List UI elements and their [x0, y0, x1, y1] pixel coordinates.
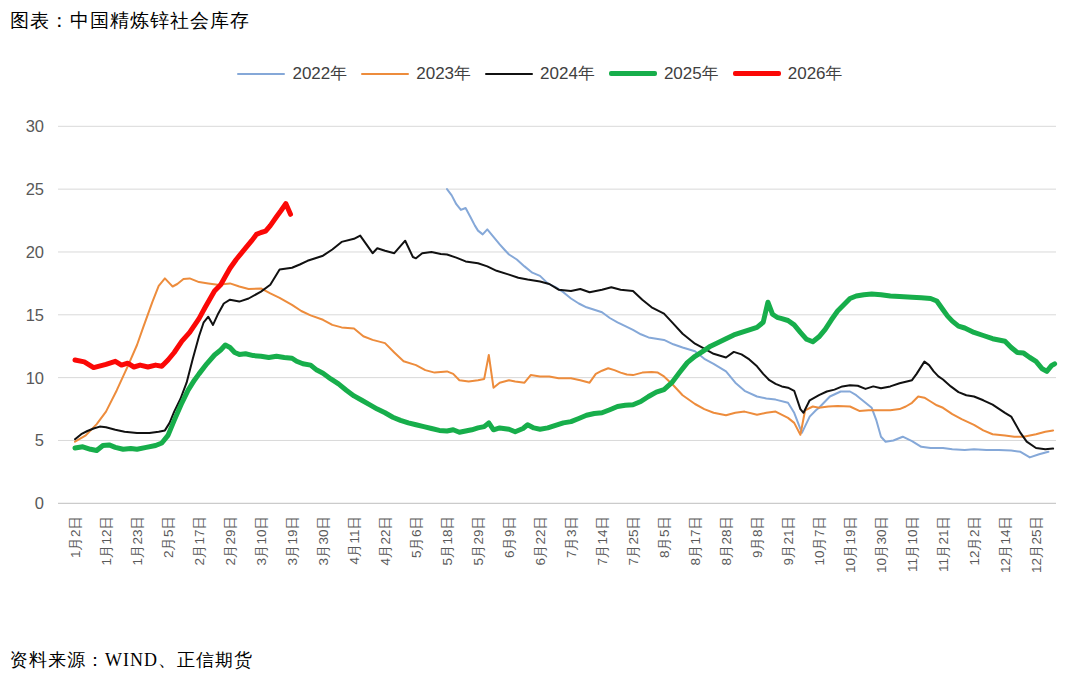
x-tick-label: 2月17日 — [192, 516, 207, 566]
x-tick-label: 7月25日 — [626, 516, 641, 566]
series-line-2023年 — [75, 278, 1053, 441]
x-tick-label: 6月22日 — [533, 516, 548, 566]
x-tick-label: 2月5日 — [161, 516, 176, 558]
x-tick-label: 1月2日 — [68, 516, 83, 558]
y-tick-label: 15 — [26, 306, 44, 324]
x-tick-label: 6月9日 — [502, 516, 517, 558]
x-tick-label: 1月12日 — [99, 516, 114, 566]
y-tick-label: 5 — [35, 431, 44, 449]
y-tick-label: 10 — [26, 369, 44, 387]
x-tick-label: 10月7日 — [812, 516, 827, 566]
x-tick-label: 8月28日 — [719, 516, 734, 566]
x-tick-label: 12月25日 — [1029, 516, 1044, 573]
y-tick-label: 20 — [26, 243, 44, 261]
x-tick-label: 3月30日 — [316, 516, 331, 566]
x-tick-label: 1月23日 — [130, 516, 145, 566]
x-tick-label: 7月14日 — [595, 516, 610, 566]
x-tick-label: 4月11日 — [347, 516, 362, 565]
x-tick-label: 7月3日 — [564, 516, 579, 558]
y-tick-label: 30 — [26, 117, 44, 135]
chart-page: 图表：中国精炼锌社会库存 2022年2023年2024年2025年2026年 0… — [0, 0, 1080, 692]
x-tick-label: 5月29日 — [471, 516, 486, 566]
y-tick-label: 25 — [26, 180, 44, 198]
x-tick-label: 11月21日 — [936, 516, 951, 572]
x-tick-label: 8月17日 — [688, 516, 703, 566]
source-note: 资料来源：WIND、正信期货 — [10, 648, 253, 672]
line-chart-plot: 0 5 10 15 20 25 30 1月2日 1月12日 1月23日 2月5日 2月17日 2月29日… — [0, 0, 1080, 692]
series-line-2026年 — [75, 204, 291, 368]
x-tick-label: 10月30日 — [874, 516, 889, 573]
x-tick-label: 9月8日 — [750, 516, 765, 558]
x-tick-label: 3月10日 — [254, 516, 269, 566]
x-tick-label: 11月10日 — [905, 516, 920, 572]
series-line-2025年 — [75, 294, 1055, 450]
x-tick-label: 5月18日 — [440, 516, 455, 566]
y-tick-label: 0 — [35, 494, 44, 512]
x-tick-label: 12月2日 — [967, 516, 982, 566]
x-tick-label: 5月6日 — [409, 516, 424, 558]
x-tick-label: 10月19日 — [843, 516, 858, 573]
series-line-2024年 — [75, 236, 1053, 450]
x-tick-label: 12月14日 — [998, 516, 1013, 573]
x-tick-label: 4月22日 — [378, 516, 393, 566]
x-tick-label: 8月5日 — [657, 516, 672, 558]
x-tick-label: 3月19日 — [285, 516, 300, 566]
x-tick-label: 2月29日 — [223, 516, 238, 566]
x-tick-label: 9月21日 — [781, 516, 796, 566]
